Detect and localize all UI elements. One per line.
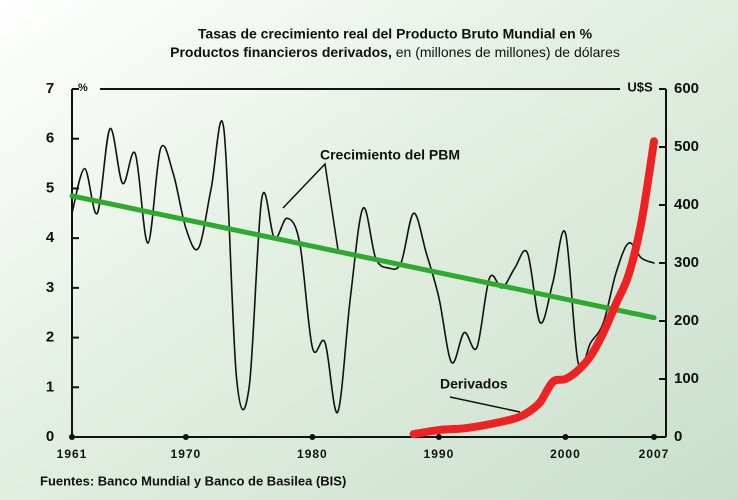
annotation-pointer xyxy=(282,162,339,251)
y-tick-label: 4 xyxy=(46,229,55,246)
x-tick-label: 2000 xyxy=(550,447,581,461)
x-tick xyxy=(182,434,189,440)
x-tick xyxy=(435,434,442,440)
y-tick-label: 5 xyxy=(46,179,54,196)
y-tick-label: 7 xyxy=(46,80,54,97)
y2-tick-label: 100 xyxy=(674,370,699,387)
title-rest: en (millones de millones) de dólares xyxy=(392,44,620,60)
y-tick-label: 2 xyxy=(46,329,54,346)
title-line2: Productos financieros derivados, en (mil… xyxy=(170,44,620,60)
y-unit: % xyxy=(78,82,88,94)
annotation-pbm: Crecimiento del PBM xyxy=(320,147,460,163)
y-tick-label: 3 xyxy=(46,279,54,296)
x-tick xyxy=(69,434,75,440)
x-tick xyxy=(651,434,657,440)
y2-tick-label: 300 xyxy=(674,254,699,271)
x-tick-label: 1961 xyxy=(57,447,88,461)
x-tick-label: 1980 xyxy=(297,447,328,461)
y-tick-label: 6 xyxy=(46,130,54,147)
annotation-pointer xyxy=(449,396,521,413)
x-tick-label: 2007 xyxy=(639,447,670,461)
x-tick xyxy=(562,434,569,440)
series-line xyxy=(71,120,655,414)
series-line xyxy=(69,193,657,321)
series-line xyxy=(409,137,658,439)
y2-tick-label: 600 xyxy=(674,80,699,97)
annotation-derivados: Derivados xyxy=(440,376,508,392)
y2-tick-label: 0 xyxy=(674,428,682,445)
source: Fuentes: Banco Mundial y Banco de Basile… xyxy=(40,473,346,488)
x-tick-label: 1970 xyxy=(171,447,202,461)
y-tick-label: 0 xyxy=(46,428,54,445)
title-line1: Tasas de crecimiento real del Producto B… xyxy=(198,26,593,42)
y2-tick-label: 200 xyxy=(674,312,699,329)
title-bold: Productos financieros derivados, xyxy=(170,44,392,60)
y2-tick-label: 500 xyxy=(674,138,699,155)
y-tick-label: 1 xyxy=(46,378,54,395)
y2-tick-label: 400 xyxy=(674,196,699,213)
x-tick xyxy=(309,434,316,440)
x-tick-label: 1990 xyxy=(424,447,455,461)
y2-unit: U$S xyxy=(627,79,653,94)
